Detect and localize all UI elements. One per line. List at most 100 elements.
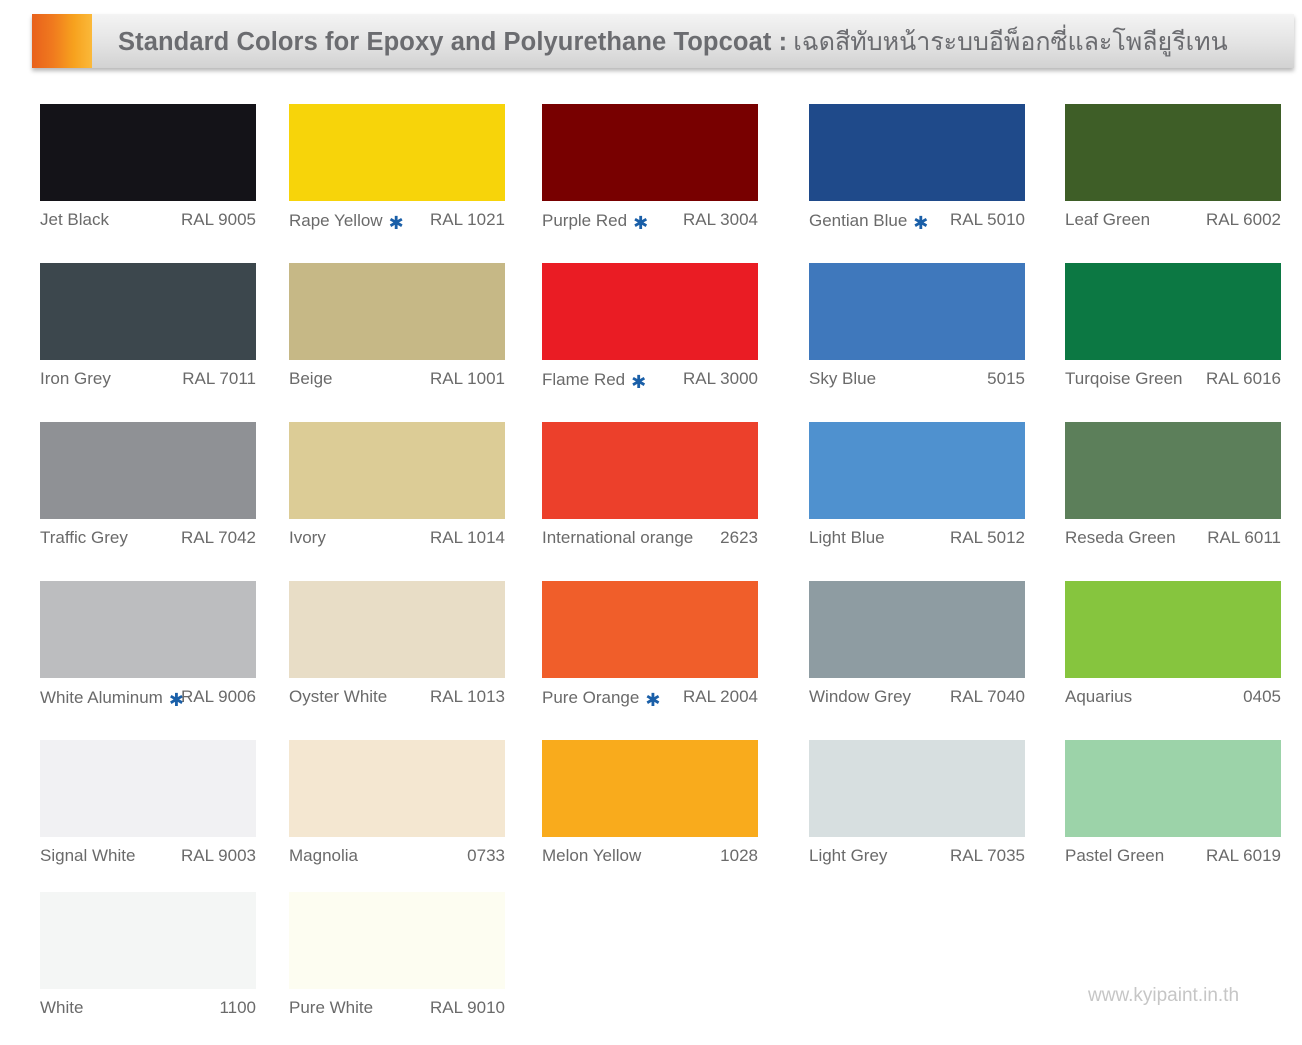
color-code: RAL 1013 bbox=[430, 687, 505, 706]
color-name: Rape Yellow ✱ bbox=[289, 210, 404, 233]
color-name: Sky Blue bbox=[809, 369, 876, 389]
color-swatch bbox=[1065, 740, 1281, 837]
color-card: Iron Grey RAL 7011 bbox=[40, 263, 256, 393]
color-name-text: Traffic Grey bbox=[40, 528, 128, 547]
color-card: Pastel Green RAL 6019 bbox=[1065, 740, 1281, 870]
asterisk-icon: ✱ bbox=[645, 690, 661, 710]
color-swatch bbox=[1065, 581, 1281, 678]
color-code: RAL 9003 bbox=[181, 846, 256, 865]
color-card: Traffic Grey RAL 7042 bbox=[40, 422, 256, 552]
website-watermark: www.kyipaint.in.th bbox=[1088, 985, 1240, 1006]
asterisk-icon: ✱ bbox=[913, 213, 929, 233]
color-card: Turqoise Green RAL 6016 bbox=[1065, 263, 1281, 393]
color-card: Sky Blue 5015 bbox=[809, 263, 1025, 393]
color-swatch bbox=[542, 581, 758, 678]
asterisk-icon: ✱ bbox=[388, 213, 404, 233]
color-swatch bbox=[809, 581, 1025, 678]
color-swatch bbox=[542, 263, 758, 360]
color-name-text: Ivory bbox=[289, 528, 326, 547]
color-code: RAL 7042 bbox=[181, 528, 256, 547]
color-name: White bbox=[40, 998, 83, 1018]
color-card: White 1100 bbox=[40, 892, 256, 1022]
color-card: Magnolia 0733 bbox=[289, 740, 505, 870]
color-name-text: Aquarius bbox=[1065, 687, 1133, 706]
color-swatch bbox=[40, 892, 256, 989]
color-name-text: Pure Orange bbox=[542, 688, 640, 707]
color-name-text: Jet Black bbox=[40, 210, 109, 229]
color-code: RAL 6019 bbox=[1206, 846, 1281, 865]
color-name-text: Gentian Blue bbox=[809, 211, 908, 230]
color-card: Oyster White RAL 1013 bbox=[289, 581, 505, 711]
header-accent-bar bbox=[32, 14, 92, 68]
color-name-text: Purple Red bbox=[542, 211, 628, 230]
color-code: RAL 7040 bbox=[950, 687, 1025, 706]
title-thai: เฉดสีทับหน้าระบบอีพ็อกซี่และโพลียูรีเทน bbox=[793, 28, 1228, 56]
color-code: 0733 bbox=[467, 846, 505, 865]
color-card: Gentian Blue ✱ RAL 5010 bbox=[809, 104, 1025, 234]
color-name: Reseda Green bbox=[1065, 528, 1176, 548]
asterisk-icon: ✱ bbox=[631, 372, 647, 392]
color-card: Signal White RAL 9003 bbox=[40, 740, 256, 870]
color-swatch bbox=[542, 422, 758, 519]
color-name-text: International orange bbox=[542, 528, 694, 547]
color-name-text: Iron Grey bbox=[40, 369, 111, 388]
color-swatch bbox=[1065, 104, 1281, 201]
page-title: Standard Colors for Epoxy and Polyuretha… bbox=[118, 14, 1228, 68]
color-code: RAL 5012 bbox=[950, 528, 1025, 547]
color-swatch bbox=[809, 104, 1025, 201]
color-name-text: Flame Red bbox=[542, 370, 626, 389]
color-name: White Aluminum ✱ bbox=[40, 687, 184, 710]
color-code: RAL 6011 bbox=[1207, 528, 1281, 547]
color-name: Window Grey bbox=[809, 687, 911, 707]
color-name: Aquarius bbox=[1065, 687, 1132, 707]
color-code: 1028 bbox=[720, 846, 758, 865]
color-name: Turqoise Green bbox=[1065, 369, 1182, 389]
color-name: Magnolia bbox=[289, 846, 358, 866]
color-name-text: Reseda Green bbox=[1065, 528, 1176, 547]
color-name-text: Signal White bbox=[40, 846, 136, 865]
color-name: Pure Orange ✱ bbox=[542, 687, 661, 710]
color-code: RAL 1014 bbox=[430, 528, 505, 547]
color-card: Aquarius 0405 bbox=[1065, 581, 1281, 711]
color-swatch bbox=[542, 740, 758, 837]
asterisk-icon: ✱ bbox=[168, 690, 184, 710]
color-code: 5015 bbox=[987, 369, 1025, 388]
color-code: RAL 1021 bbox=[430, 210, 505, 229]
color-name: International orange bbox=[542, 528, 693, 548]
color-code: RAL 9010 bbox=[430, 998, 505, 1017]
color-card: White Aluminum ✱ RAL 9006 bbox=[40, 581, 256, 711]
page-header: Standard Colors for Epoxy and Polyuretha… bbox=[32, 14, 1294, 68]
color-card: Flame Red ✱ RAL 3000 bbox=[542, 263, 758, 393]
color-card: Leaf Green RAL 6002 bbox=[1065, 104, 1281, 234]
color-name: Ivory bbox=[289, 528, 326, 548]
color-name: Oyster White bbox=[289, 687, 387, 707]
color-card: Light Blue RAL 5012 bbox=[809, 422, 1025, 552]
color-name-text: Melon Yellow bbox=[542, 846, 642, 865]
color-name: Pure White bbox=[289, 998, 373, 1018]
color-name: Flame Red ✱ bbox=[542, 369, 647, 392]
color-name-text: Rape Yellow bbox=[289, 211, 383, 230]
color-name: Light Blue bbox=[809, 528, 885, 548]
color-swatch bbox=[289, 581, 505, 678]
color-name-text: Sky Blue bbox=[809, 369, 877, 388]
color-name: Jet Black bbox=[40, 210, 109, 230]
color-swatch bbox=[809, 422, 1025, 519]
color-swatch bbox=[1065, 263, 1281, 360]
color-code: RAL 1001 bbox=[430, 369, 505, 388]
color-swatch bbox=[40, 104, 256, 201]
color-name-text: Light Blue bbox=[809, 528, 885, 547]
title-english: Standard Colors for Epoxy and Polyuretha… bbox=[118, 28, 788, 56]
color-swatch bbox=[40, 422, 256, 519]
color-swatch bbox=[289, 740, 505, 837]
color-card: International orange 2623 bbox=[542, 422, 758, 552]
color-name-text: Pure White bbox=[289, 998, 374, 1017]
color-name-text: Pastel Green bbox=[1065, 846, 1165, 865]
color-code: 2623 bbox=[720, 528, 758, 547]
color-code: RAL 7011 bbox=[182, 369, 256, 388]
color-name-text: Magnolia bbox=[289, 846, 358, 865]
color-card: Reseda Green RAL 6011 bbox=[1065, 422, 1281, 552]
color-name: Pastel Green bbox=[1065, 846, 1164, 866]
color-name-text: Turqoise Green bbox=[1065, 369, 1183, 388]
color-name: Traffic Grey bbox=[40, 528, 128, 548]
